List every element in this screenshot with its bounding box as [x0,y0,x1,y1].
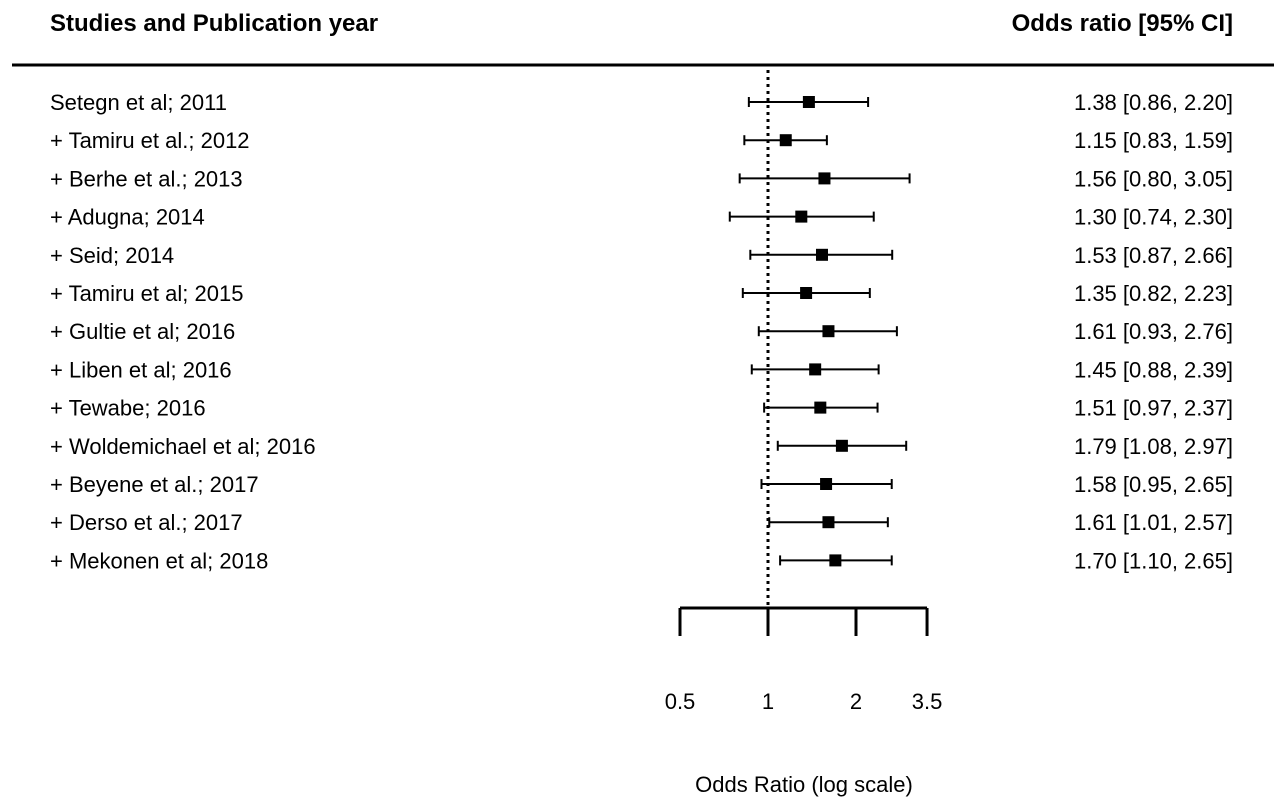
tick-label: 0.5 [665,689,696,714]
x-axis-label: Odds Ratio (log scale) [695,772,913,797]
odds-ratio-ci: 1.56 [0.80, 3.05] [1074,166,1233,191]
odds-ratio-ci: 1.58 [0.95, 2.65] [1074,472,1233,497]
odds-ratio-ci: 1.51 [0.97, 2.37] [1074,396,1233,421]
header-left: Studies and Publication year [50,10,378,37]
point-estimate [809,363,822,376]
x-axis: 0.5 1 2 3.5 [665,606,943,714]
study-row: + Adugna; 2014 1.30 [0.74, 2.30] [50,205,1233,230]
study-label: + Tamiru et al; 2015 [50,281,243,306]
odds-ratio-ci: 1.38 [0.86, 2.20] [1074,90,1233,115]
header-right: Odds ratio [95% CI] [1012,10,1233,37]
study-label: + Woldemichael et al; 2016 [50,434,316,459]
odds-ratio-ci: 1.61 [1.01, 2.57] [1074,510,1233,535]
study-row: + Tewabe; 2016 1.51 [0.97, 2.37] [50,396,1233,421]
tick-label: 3.5 [912,689,943,714]
study-label: + Liben et al; 2016 [50,357,232,382]
study-label: Setegn et al; 2011 [50,90,227,115]
tick-label: 2 [850,689,862,714]
study-label: + Berhe et al.; 2013 [50,166,243,191]
odds-ratio-ci: 1.45 [0.88, 2.39] [1074,357,1233,382]
study-row: + Seid; 2014 1.53 [0.87, 2.66] [50,243,1233,268]
study-rows: Setegn et al; 2011 1.38 [0.86, 2.20] + Tam… [50,90,1233,573]
odds-ratio-ci: 1.70 [1.10, 2.65] [1074,548,1233,573]
point-estimate [818,172,831,185]
point-estimate [835,439,848,452]
study-row: + Woldemichael et al; 2016 1.79 [1.08, 2.… [50,434,1233,459]
point-estimate [802,96,815,108]
study-label: + Mekonen et al; 2018 [50,548,268,573]
point-estimate [779,134,792,147]
point-estimate [814,401,827,414]
study-row: Setegn et al; 2011 1.38 [0.86, 2.20] [50,90,1233,115]
study-row: + Gultie et al; 2016 1.61 [0.93, 2.76] [50,319,1233,344]
study-label: + Tamiru et al.; 2012 [50,128,250,153]
study-row: + Tamiru et al.; 2012 1.15 [0.83, 1.59] [50,128,1233,153]
point-estimate [829,554,842,567]
study-row: + Tamiru et al; 2015 1.35 [0.82, 2.23] [50,281,1233,306]
study-row: + Derso et al.; 2017 1.61 [1.01, 2.57] [50,510,1233,535]
study-row: + Mekonen et al; 2018 1.70 [1.10, 2.65] [50,548,1233,573]
odds-ratio-ci: 1.15 [0.83, 1.59] [1074,128,1233,153]
study-label: + Seid; 2014 [50,243,174,268]
odds-ratio-ci: 1.61 [0.93, 2.76] [1074,319,1233,344]
study-row: + Beyene et al.; 2017 1.58 [0.95, 2.65] [50,472,1233,497]
tick-label: 1 [762,689,774,714]
study-label: + Adugna; 2014 [50,205,205,230]
odds-ratio-ci: 1.53 [0.87, 2.66] [1074,243,1233,268]
study-row: + Liben et al; 2016 1.45 [0.88, 2.39] [50,357,1233,382]
point-estimate [822,516,835,529]
odds-ratio-ci: 1.35 [0.82, 2.23] [1074,281,1233,306]
study-label: + Gultie et al; 2016 [50,319,235,344]
point-estimate [820,478,833,490]
study-label: + Beyene et al.; 2017 [50,472,259,497]
odds-ratio-ci: 1.79 [1.08, 2.97] [1074,434,1233,459]
point-estimate [822,325,835,338]
odds-ratio-ci: 1.30 [0.74, 2.30] [1074,205,1233,230]
study-row: + Berhe et al.; 2013 1.56 [0.80, 3.05] [50,166,1233,191]
study-label: + Tewabe; 2016 [50,396,206,421]
point-estimate [815,248,828,261]
study-label: + Derso et al.; 2017 [50,510,243,535]
point-estimate [795,210,808,223]
point-estimate [800,287,813,299]
